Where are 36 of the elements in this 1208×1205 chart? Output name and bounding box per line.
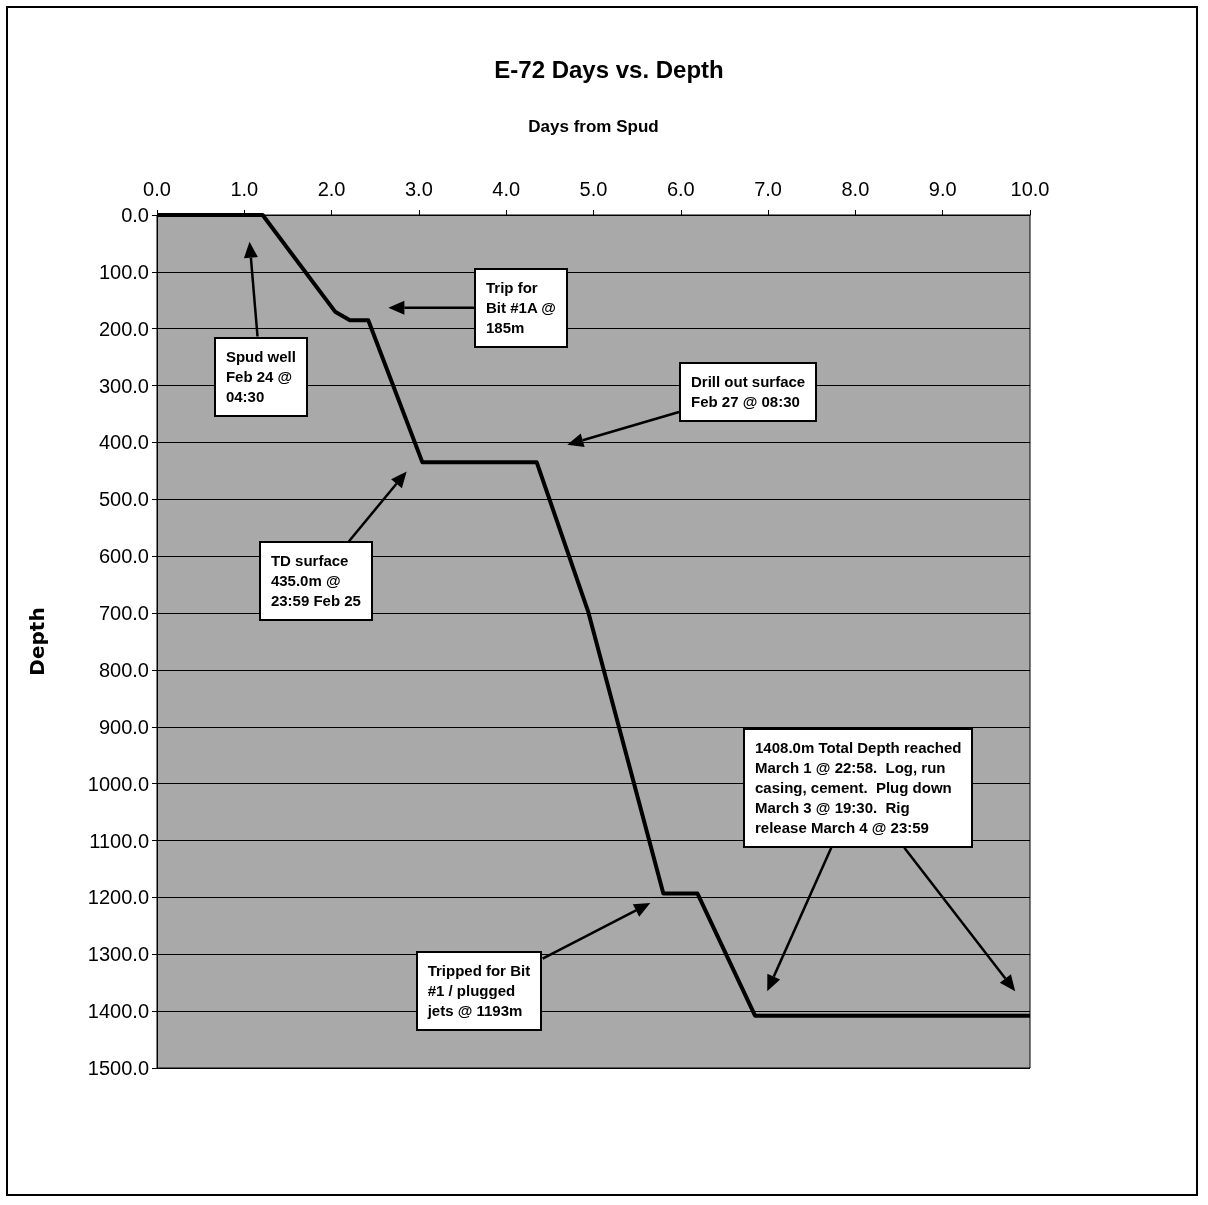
y-tick-label: 1100.0: [89, 829, 149, 852]
y-tick-label: 100.0: [98, 260, 149, 283]
y-tick-label: 1400.0: [87, 1000, 149, 1023]
y-tick-label: 600.0: [98, 545, 149, 568]
y-tick-label: 200.0: [98, 317, 149, 340]
y-axis-title: Depth: [25, 607, 49, 676]
chart-title: E-72 Days vs. Depth: [494, 55, 724, 83]
y-tick-label: 0.0: [121, 204, 149, 226]
x-tick-label: 6.0: [666, 178, 695, 200]
y-tick-label: 500.0: [98, 488, 149, 511]
y-tick-label: 700.0: [98, 602, 149, 625]
x-tick-label: 5.0: [579, 178, 608, 200]
annotation: Spud well Feb 24 @ 04:30: [213, 336, 308, 417]
annotation: Trip for Bit #1A @ 185m: [474, 267, 568, 348]
y-tick-label: 1300.0: [87, 943, 149, 966]
y-tick-label: 900.0: [98, 715, 149, 738]
x-tick-label: 10.0: [1010, 178, 1050, 200]
x-tick-label: 4.0: [492, 178, 521, 200]
annotation: Drill out surface Feb 27 @ 08:30: [679, 361, 818, 422]
annotation: 1408.0m Total Depth reached March 1 @ 22:58. Log, run casing, cement. Plug down March 3 @ 19:30. Rig release March 4 @ 23:59: [743, 727, 974, 848]
y-tick-label: 1000.0: [87, 772, 149, 795]
x-tick-label: 0.0: [143, 178, 171, 200]
annotation: TD surface 435.0m @ 23:59 Feb 25: [258, 541, 373, 622]
y-tick-label: 800.0: [98, 658, 149, 681]
x-tick-label: 7.0: [754, 178, 783, 200]
y-tick-label: 400.0: [98, 431, 149, 454]
x-tick-label: 9.0: [928, 178, 957, 200]
x-tick-label: 3.0: [404, 178, 433, 200]
x-axis-title: Days from Spud: [528, 117, 659, 136]
y-tick-label: 1500.0: [87, 1057, 149, 1079]
y-tick-label: 300.0: [98, 374, 149, 397]
y-tick-label: 1200.0: [87, 886, 149, 909]
x-tick-label: 2.0: [317, 178, 346, 200]
x-tick-label: 8.0: [841, 178, 870, 200]
x-tick-label: 1.0: [230, 178, 259, 200]
annotation: Tripped for Bit #1 / plugged jets @ 1193m: [415, 951, 543, 1032]
